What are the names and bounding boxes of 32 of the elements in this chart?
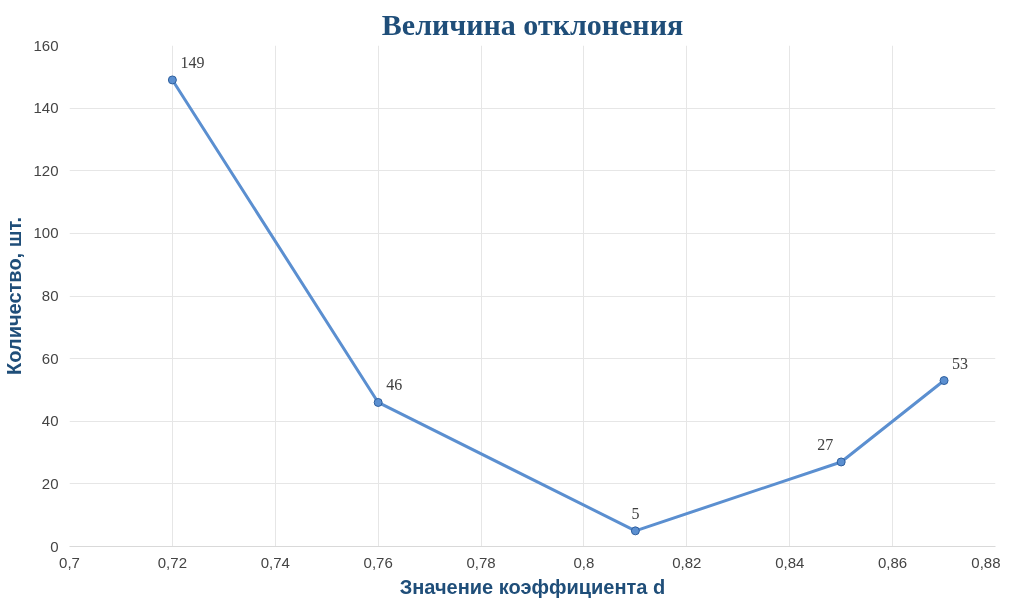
- y-tick-label: 140: [33, 99, 59, 117]
- x-tick-label: 0,84: [775, 553, 805, 571]
- x-tick-label: 0,72: [157, 553, 187, 571]
- data-label: 149: [180, 53, 205, 71]
- y-tick-label: 80: [41, 287, 59, 304]
- x-tick-label: 0,8: [573, 553, 595, 571]
- y-tick-label: 20: [41, 474, 59, 492]
- data-label: 53: [952, 354, 969, 372]
- x-tick-label: 0,76: [363, 553, 393, 571]
- y-tick-label: 100: [33, 224, 59, 242]
- data-label: 46: [386, 376, 403, 394]
- point: [630, 526, 640, 536]
- point: [373, 397, 383, 407]
- x-tick-label: 0,78: [466, 553, 496, 571]
- point: [836, 457, 846, 467]
- point: [167, 75, 177, 85]
- x-tick-label: 0,86: [878, 553, 908, 571]
- y-tick-label: 40: [41, 412, 59, 430]
- y-tick-label: 160: [33, 36, 59, 54]
- x-tick-label: 0,82: [672, 553, 702, 571]
- y-tick-label: 60: [41, 349, 59, 367]
- y-tick-label: 120: [33, 161, 59, 179]
- x-tick-label: 0,88: [971, 553, 1001, 571]
- x-tick-label: 0,74: [260, 553, 290, 571]
- y-axis-title: Количество, шт.: [3, 217, 26, 375]
- y-tick-label: 0: [50, 537, 59, 555]
- x-tick-label: 0,7: [59, 553, 80, 571]
- data-label: 5: [631, 504, 640, 522]
- data-label: 27: [817, 435, 834, 453]
- chart-title: Величина отклонения: [381, 7, 684, 41]
- x-axis-title: Значение коэффициента d: [399, 575, 666, 598]
- point: [939, 376, 949, 386]
